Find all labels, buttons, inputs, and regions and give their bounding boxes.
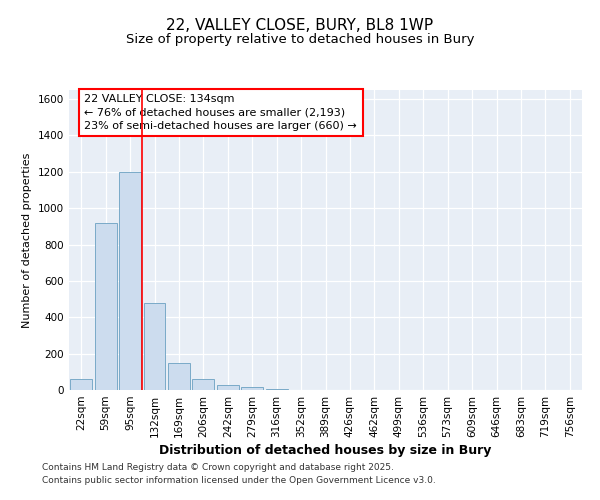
Text: Contains HM Land Registry data © Crown copyright and database right 2025.: Contains HM Land Registry data © Crown c… — [42, 464, 394, 472]
Bar — [95, 222, 116, 390]
Bar — [70, 379, 92, 390]
Bar — [119, 172, 141, 390]
Text: Size of property relative to detached houses in Bury: Size of property relative to detached ho… — [126, 32, 474, 46]
Text: Contains public sector information licensed under the Open Government Licence v3: Contains public sector information licen… — [42, 476, 436, 485]
Text: 22, VALLEY CLOSE, BURY, BL8 1WP: 22, VALLEY CLOSE, BURY, BL8 1WP — [166, 18, 434, 32]
Bar — [241, 388, 263, 390]
Bar — [193, 379, 214, 390]
Bar — [168, 362, 190, 390]
Bar — [266, 389, 287, 390]
X-axis label: Distribution of detached houses by size in Bury: Distribution of detached houses by size … — [160, 444, 491, 457]
Bar — [143, 302, 166, 390]
Text: 22 VALLEY CLOSE: 134sqm
← 76% of detached houses are smaller (2,193)
23% of semi: 22 VALLEY CLOSE: 134sqm ← 76% of detache… — [85, 94, 357, 131]
Y-axis label: Number of detached properties: Number of detached properties — [22, 152, 32, 328]
Bar — [217, 384, 239, 390]
